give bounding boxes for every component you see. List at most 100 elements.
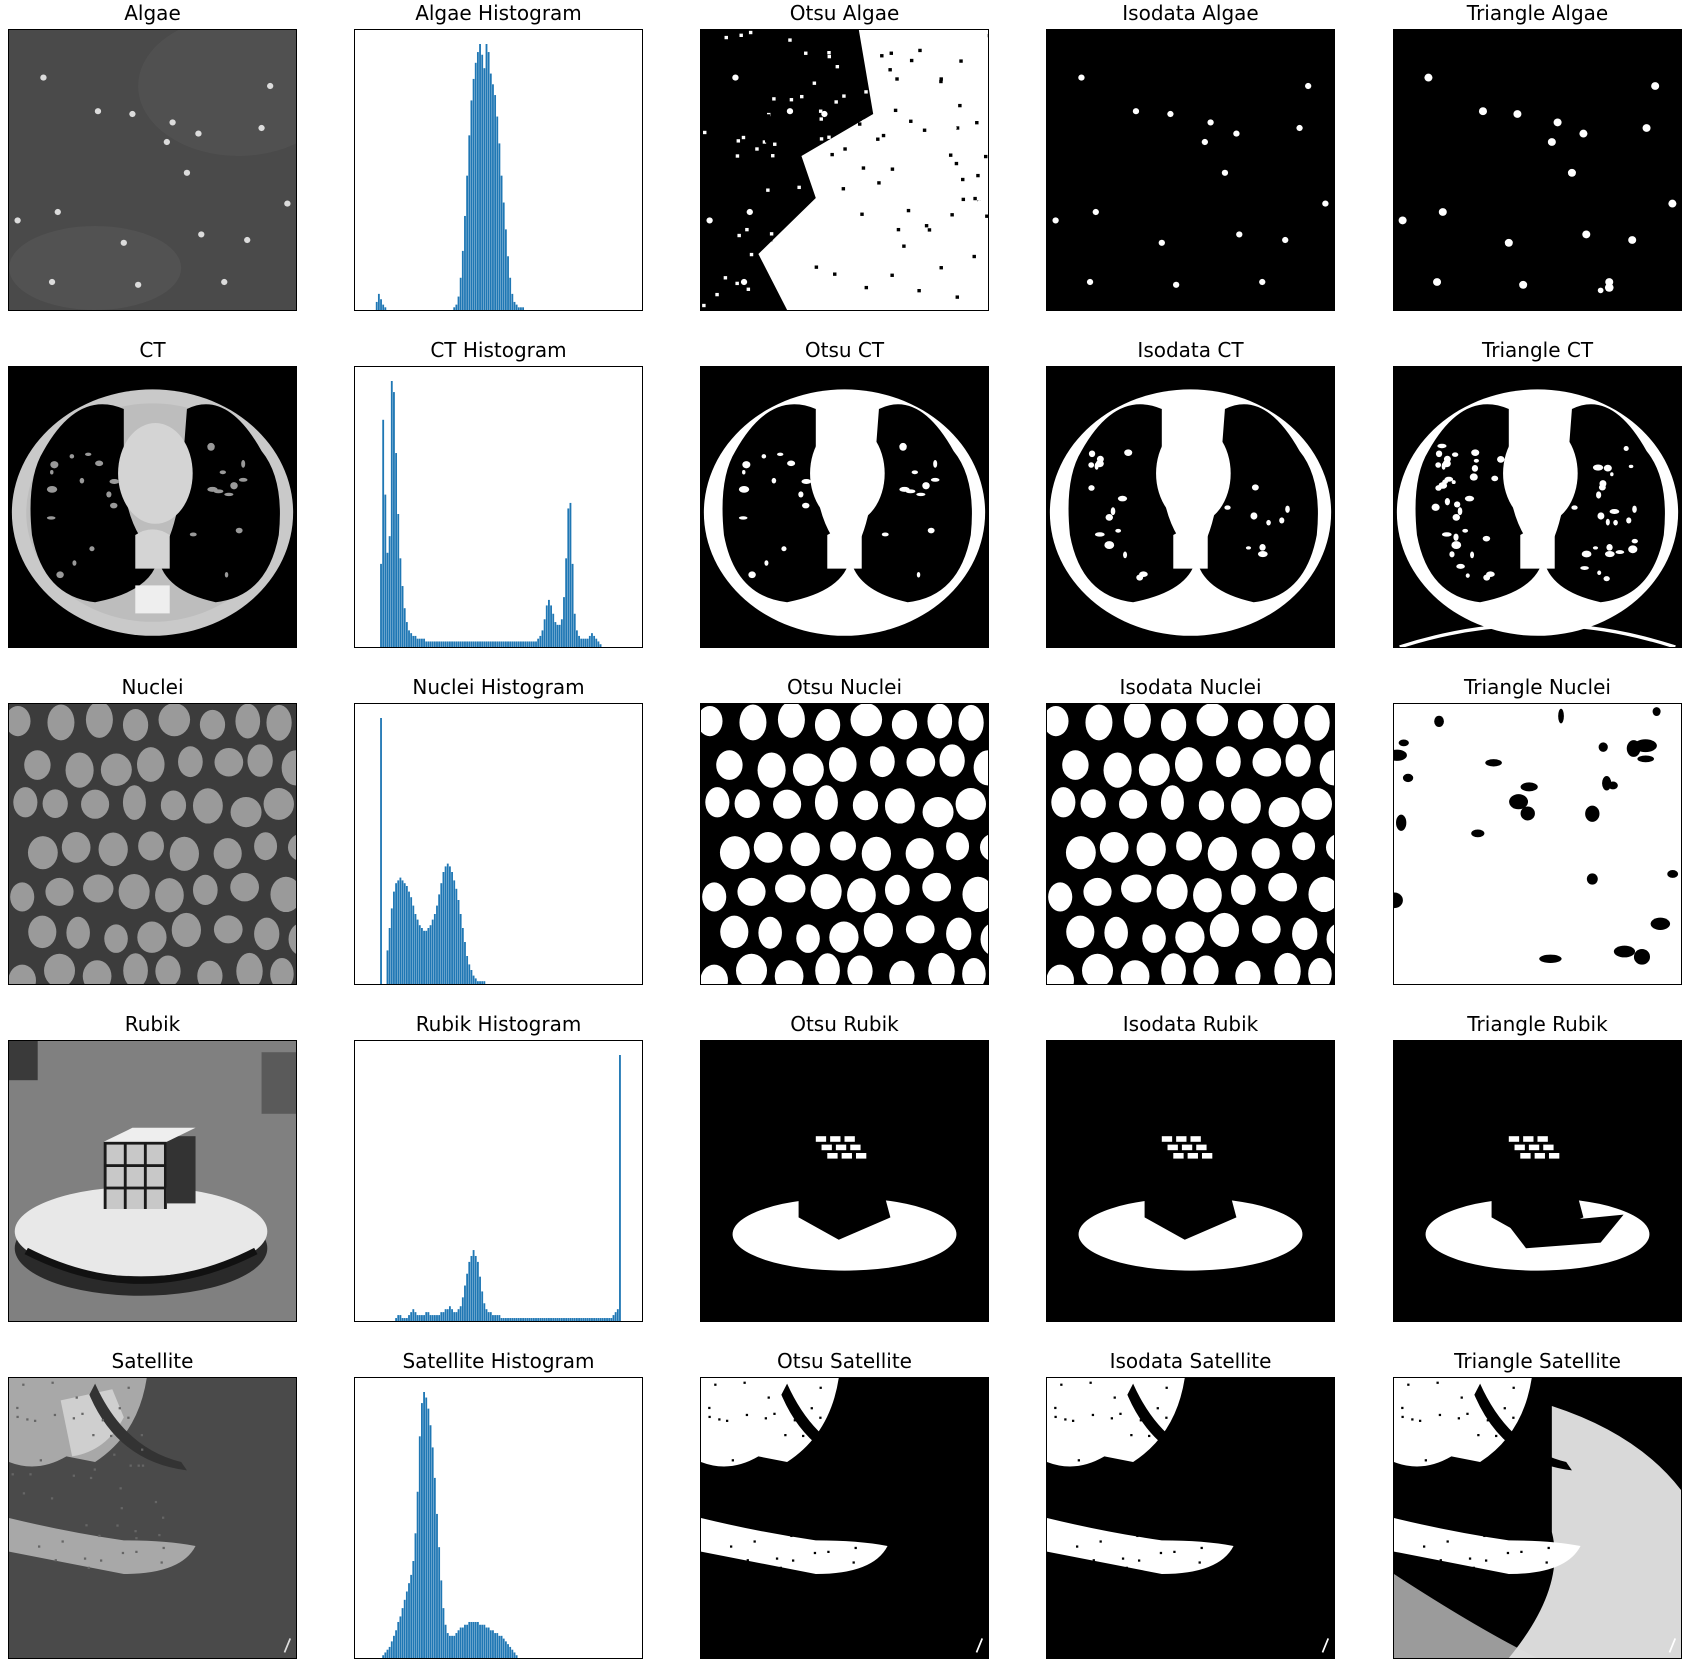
histogram-bar-row3-bin34 — [442, 1312, 445, 1321]
histogram-bar-row1-bin57 — [492, 641, 494, 647]
histogram-bar-row2-bin17 — [405, 886, 408, 984]
histogram-bar-row4-bin48 — [472, 1621, 475, 1658]
satellite-otsu-result-panel: Otsu Satellite — [700, 1347, 989, 1659]
histogram-bar-row0-bin51 — [479, 44, 481, 310]
algae-otsu-result-title: Otsu Algae — [789, 1, 900, 25]
histogram-bar-row1-bin87 — [556, 624, 559, 647]
histogram-bar-row1-bin38 — [451, 641, 453, 647]
histogram-bar-row1-bin22 — [416, 638, 419, 647]
histogram-bar-row4-bin27 — [427, 1408, 430, 1658]
histogram-bar-row0-bin41 — [457, 296, 460, 310]
histogram-bar-row0-bin69 — [517, 307, 520, 310]
histogram-bar-row4-bin43 — [461, 1627, 464, 1658]
nuclei-triangle-result-frame — [1393, 703, 1682, 985]
algae-otsu-result-frame — [700, 29, 989, 311]
histogram-bar-row1-bin29 — [431, 641, 434, 647]
algae-isodata-result-title: Isodata Algae — [1122, 1, 1259, 25]
histogram-bar-row3-bin79 — [539, 1318, 542, 1321]
histogram-bar-row3-bin78 — [537, 1318, 540, 1321]
histogram-bar-row1-bin54 — [485, 641, 488, 647]
satellite-isodata-result-title: Isodata Satellite — [1109, 1349, 1272, 1373]
histogram-bar-row2-bin16 — [403, 883, 406, 984]
histogram-bar-row2-bin33 — [440, 883, 443, 984]
histogram-bar-row1-bin58 — [494, 641, 497, 647]
ct-original-image-title: CT — [139, 338, 166, 362]
histogram-bar-row1-bin81 — [543, 619, 546, 647]
histogram-bar-row3-bin87 — [556, 1318, 559, 1321]
histogram-bar-row0-bin54 — [485, 44, 488, 310]
histogram-bar-row3-bin39 — [453, 1312, 456, 1321]
histogram-bar-row4-bin44 — [464, 1624, 466, 1658]
histogram-bar-row3-bin37 — [448, 1306, 451, 1321]
histogram-bar-row3-bin33 — [440, 1312, 443, 1321]
histogram-bar-row2-bin29 — [431, 919, 434, 984]
histogram-bar-row1-bin86 — [554, 622, 557, 647]
satellite-otsu-result-image — [701, 1378, 988, 1658]
ct-original-image-frame — [8, 366, 297, 648]
satellite-triangle-result-frame — [1393, 1377, 1682, 1659]
histogram-bar-row3-bin67 — [513, 1318, 516, 1321]
algae-histogram-panel: Algae Histogram — [354, 0, 643, 311]
histogram-bar-row1-bin68 — [515, 641, 518, 647]
ct-otsu-result-image — [701, 367, 988, 647]
nuclei-histogram-chart — [355, 704, 642, 984]
histogram-bar-row0-bin6 — [382, 304, 385, 310]
histogram-bar-row2-bin35 — [444, 866, 447, 984]
histogram-bar-row1-bin90 — [563, 597, 565, 647]
histogram-bar-row4-bin42 — [459, 1627, 462, 1658]
histogram-bar-row4-bin54 — [485, 1627, 488, 1658]
histogram-bar-row3-bin17 — [405, 1318, 408, 1321]
satellite-isodata-result-image — [1047, 1378, 1334, 1658]
nuclei-original-image-panel: Nuclei — [8, 673, 297, 985]
nuclei-otsu-result-frame — [700, 703, 989, 985]
histogram-bar-row3-bin57 — [492, 1315, 494, 1321]
nuclei-isodata-result-frame — [1046, 703, 1335, 985]
histogram-bar-row2-bin31 — [436, 905, 438, 984]
histogram-bar-row3-bin62 — [502, 1318, 505, 1321]
ct-triangle-result-panel: Triangle CT — [1393, 336, 1682, 648]
histogram-bar-row0-bin70 — [520, 307, 522, 310]
histogram-bar-row1-bin82 — [545, 605, 548, 647]
histogram-bar-row1-bin50 — [476, 641, 479, 647]
histogram-bar-row4-bin61 — [500, 1635, 503, 1658]
satellite-triangle-result-panel: Triangle Satellite — [1393, 1347, 1682, 1659]
histogram-bar-row3-bin26 — [425, 1312, 428, 1321]
histogram-bar-row0-bin63 — [504, 229, 507, 310]
nuclei-triangle-result-image — [1394, 704, 1681, 984]
histogram-bar-row0-bin46 — [468, 135, 471, 310]
satellite-original-image-frame — [8, 1377, 297, 1659]
ct-isodata-result-title: Isodata CT — [1137, 338, 1244, 362]
histogram-bar-row3-bin43 — [461, 1297, 464, 1321]
histogram-bar-row1-bin32 — [438, 641, 441, 647]
nuclei-triangle-result-panel: Triangle Nuclei — [1393, 673, 1682, 985]
histogram-bar-row3-bin114 — [614, 1312, 617, 1321]
histogram-bar-row1-bin104 — [593, 635, 596, 647]
histogram-bar-row1-bin48 — [472, 641, 475, 647]
histogram-bar-row2-bin42 — [459, 914, 462, 984]
nuclei-otsu-result-title: Otsu Nuclei — [786, 675, 903, 699]
histogram-bar-row3-bin21 — [414, 1312, 417, 1321]
histogram-bar-row1-bin35 — [444, 641, 447, 647]
histogram-bar-row2-bin23 — [418, 925, 421, 984]
histogram-bar-row3-bin85 — [552, 1318, 555, 1321]
histogram-bar-row1-bin84 — [550, 605, 552, 647]
histogram-bar-row2-bin18 — [408, 891, 410, 984]
histogram-bar-row3-bin98 — [580, 1318, 583, 1321]
ct-otsu-result-panel: Otsu CT — [700, 336, 989, 648]
histogram-bar-row4-bin20 — [412, 1561, 415, 1658]
histogram-bar-row3-bin99 — [582, 1318, 585, 1321]
histogram-bar-row1-bin66 — [511, 641, 514, 647]
histogram-bar-row3-bin108 — [601, 1318, 604, 1321]
histogram-bar-row3-bin110 — [606, 1318, 608, 1321]
histogram-bar-row3-bin36 — [446, 1309, 449, 1321]
histogram-bar-row1-bin60 — [498, 641, 501, 647]
histogram-bar-row2-bin26 — [425, 930, 428, 984]
histogram-bar-row0-bin49 — [474, 62, 477, 310]
satellite-triangle-result-image — [1394, 1378, 1681, 1658]
histogram-bar-row3-bin12 — [395, 1318, 398, 1321]
satellite-otsu-result-frame — [700, 1377, 989, 1659]
histogram-bar-row3-bin49 — [474, 1255, 477, 1321]
histogram-bar-row1-bin74 — [528, 641, 531, 647]
histogram-bar-row4-bin7 — [384, 1652, 387, 1658]
histogram-bar-row1-bin5 — [380, 563, 382, 647]
